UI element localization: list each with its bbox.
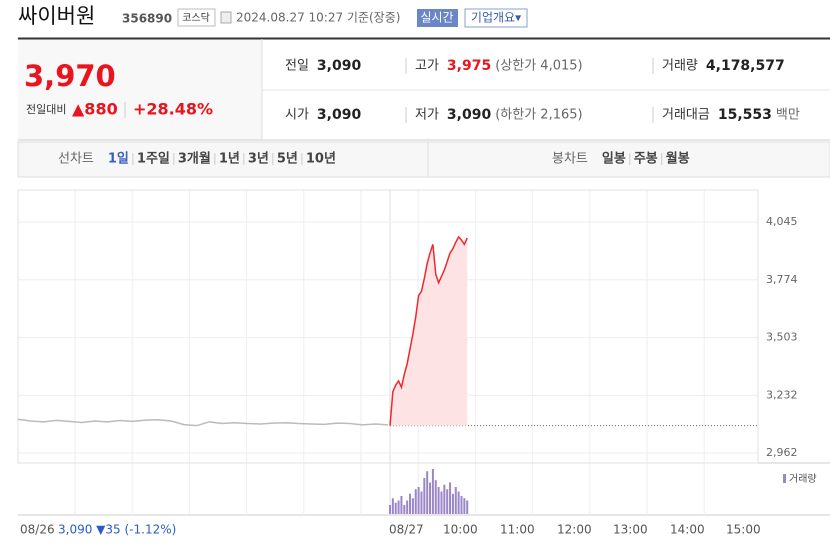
volume-legend: 거래량	[789, 473, 817, 485]
stock-code: 356890	[122, 12, 172, 26]
item-note: 백만	[776, 108, 800, 123]
realtime-label: 실시간	[420, 11, 453, 25]
change: ▲880	[72, 100, 118, 119]
y-tick-label: 4,045	[766, 215, 798, 228]
volume-bar	[446, 489, 449, 514]
badge-box	[177, 8, 216, 27]
item-value: 15,553	[718, 107, 772, 123]
price-area	[390, 236, 468, 426]
tab[interactable]: 일봉	[602, 152, 626, 167]
volume-bar	[457, 491, 460, 514]
x-tick-label: 11:00	[500, 523, 535, 537]
volume-bar	[431, 469, 434, 514]
item-value: 3,090	[317, 58, 362, 74]
item-note: (하한가 2,165)	[495, 108, 582, 123]
x-tick-label: 10:00	[443, 523, 478, 537]
tab[interactable]: 3개월	[178, 151, 211, 167]
stock-name: 싸이버원	[18, 4, 95, 28]
volume-bar	[451, 493, 454, 514]
item-value: 4,178,577	[706, 58, 785, 74]
volume-legend-swatch	[783, 474, 786, 483]
item-value: 3,090	[317, 107, 362, 123]
tab-bar	[17, 141, 830, 178]
volume-bar	[411, 498, 414, 514]
price-line	[17, 418, 389, 427]
tab[interactable]: 주봉	[634, 152, 658, 167]
x-tick-label: 14:00	[670, 523, 705, 537]
volume-bar	[406, 500, 409, 514]
y-tick-label: 3,503	[766, 331, 798, 344]
rate: +28.48%	[133, 100, 213, 119]
change-label: 전일대비	[26, 102, 66, 116]
tab[interactable]: 3년	[248, 152, 269, 167]
price: 3,970	[24, 59, 116, 93]
volume-bar	[394, 502, 397, 514]
price-line	[389, 235, 468, 426]
company-label: 기업개요▾	[471, 11, 521, 25]
prev-info: 3,090 ▼35 (-1.12%)	[58, 523, 176, 537]
volume-bar	[449, 482, 452, 514]
volume-bar	[397, 500, 400, 514]
tab[interactable]: 10년	[306, 152, 336, 167]
volume-bar	[403, 505, 406, 514]
y-tick-label: 2,962	[766, 446, 798, 459]
volume-bar	[434, 480, 437, 514]
x-tick-label: 08/27	[389, 523, 424, 537]
volume-bar	[437, 487, 440, 514]
item-note: (상한가 4,015)	[495, 59, 582, 74]
volume-bar	[400, 496, 403, 514]
icon	[220, 11, 232, 24]
volume-bar	[389, 505, 391, 514]
company-button[interactable]	[464, 8, 528, 28]
plot-frame	[17, 189, 759, 464]
tab[interactable]: 1일	[108, 152, 129, 167]
item-label: 거래량	[662, 59, 698, 74]
volume-bar	[460, 496, 463, 514]
volume-bar	[463, 498, 466, 514]
x-tick-label: 12:00	[557, 523, 592, 537]
x-tick-label: 15:00	[726, 523, 761, 537]
item-value: 3,090	[447, 107, 492, 123]
tab-title: 봉차트	[552, 152, 588, 167]
volume-bar	[414, 489, 417, 514]
item-label: 저가	[415, 108, 439, 123]
y-tick-label: 3,232	[766, 388, 798, 401]
x-tick-label: 13:00	[613, 523, 648, 537]
item-label: 시가	[285, 108, 309, 123]
tab[interactable]: 5년	[277, 152, 298, 167]
tab[interactable]: 월봉	[666, 151, 690, 167]
item-label: 거래대금	[662, 108, 710, 123]
realtime-button[interactable]	[417, 9, 458, 27]
price-cell	[18, 39, 262, 140]
item-label: 전일	[285, 59, 309, 74]
volume-bar	[417, 487, 420, 514]
time: 2024.08.27 10:27 기준(장중)	[236, 11, 400, 25]
tab-title: 선차트	[58, 152, 94, 167]
volume-bar	[466, 500, 469, 514]
volume-bar	[443, 484, 446, 514]
tab[interactable]: 1년	[219, 152, 240, 167]
y-tick-label: 3,774	[766, 273, 798, 286]
volume-bar	[429, 482, 432, 514]
volume-bar	[423, 478, 426, 514]
tab[interactable]: 1주일	[137, 152, 170, 167]
volume-bar	[454, 487, 457, 514]
market-badge: 코스닥	[182, 12, 210, 24]
volume-bar	[426, 471, 429, 514]
volume-bar	[420, 491, 423, 514]
volume-bar	[391, 498, 394, 514]
item-label: 고가	[415, 59, 439, 74]
volume-bar	[440, 491, 443, 514]
x-tick-label: 08/26	[20, 523, 55, 537]
volume-bar	[409, 493, 412, 514]
item-value: 3,975	[447, 58, 491, 74]
